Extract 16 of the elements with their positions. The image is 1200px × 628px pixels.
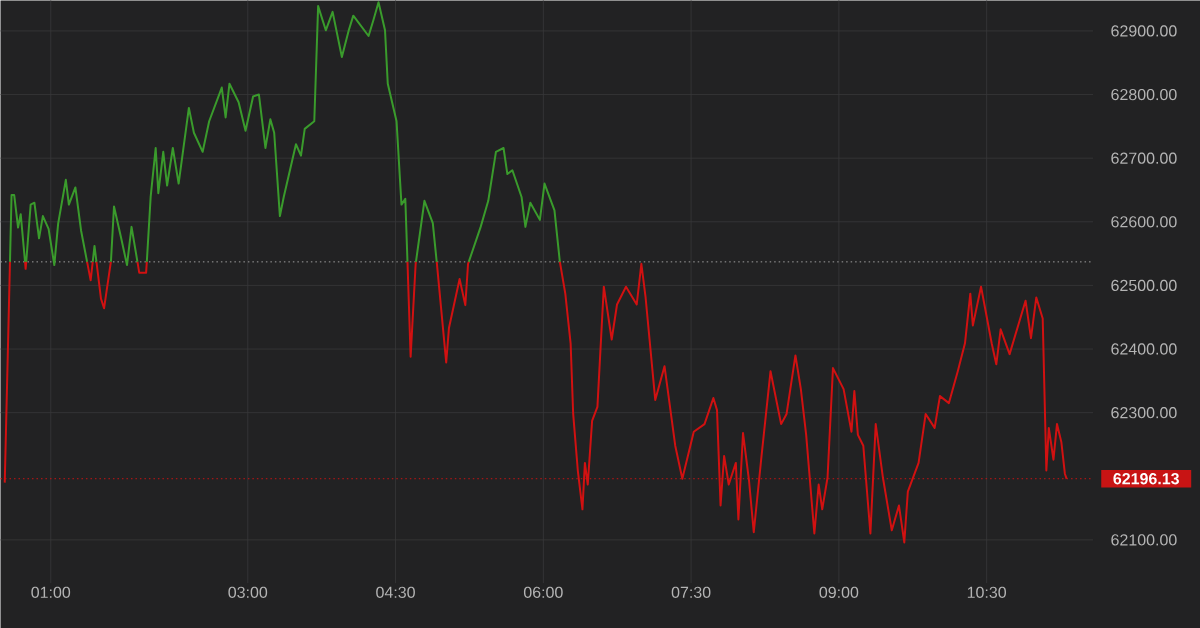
x-tick-label: 01:00 <box>31 586 71 598</box>
y-tick-label: 62100.00 <box>1111 534 1177 546</box>
x-tick-label: 10:30 <box>967 586 1007 598</box>
y-tick-label: 62300.00 <box>1111 406 1177 419</box>
y-tick-label: 62600.00 <box>1111 216 1177 228</box>
y-tick-label: 62700.00 <box>1111 152 1177 164</box>
y-tick-label: 62900.00 <box>1111 25 1177 37</box>
x-tick-label: 06:00 <box>523 586 563 598</box>
ref-line-label: 62196.13 <box>1113 473 1179 485</box>
x-tick-label: 09:00 <box>819 586 859 598</box>
x-tick-label: 04:30 <box>376 586 415 598</box>
x-tick-label: 03:00 <box>228 586 268 598</box>
y-tick-label: 62500.00 <box>1111 279 1177 292</box>
y-tick-label: 62400.00 <box>1111 343 1177 355</box>
x-tick-label: 07:30 <box>671 586 711 598</box>
y-tick-label: 62800.00 <box>1111 88 1177 101</box>
